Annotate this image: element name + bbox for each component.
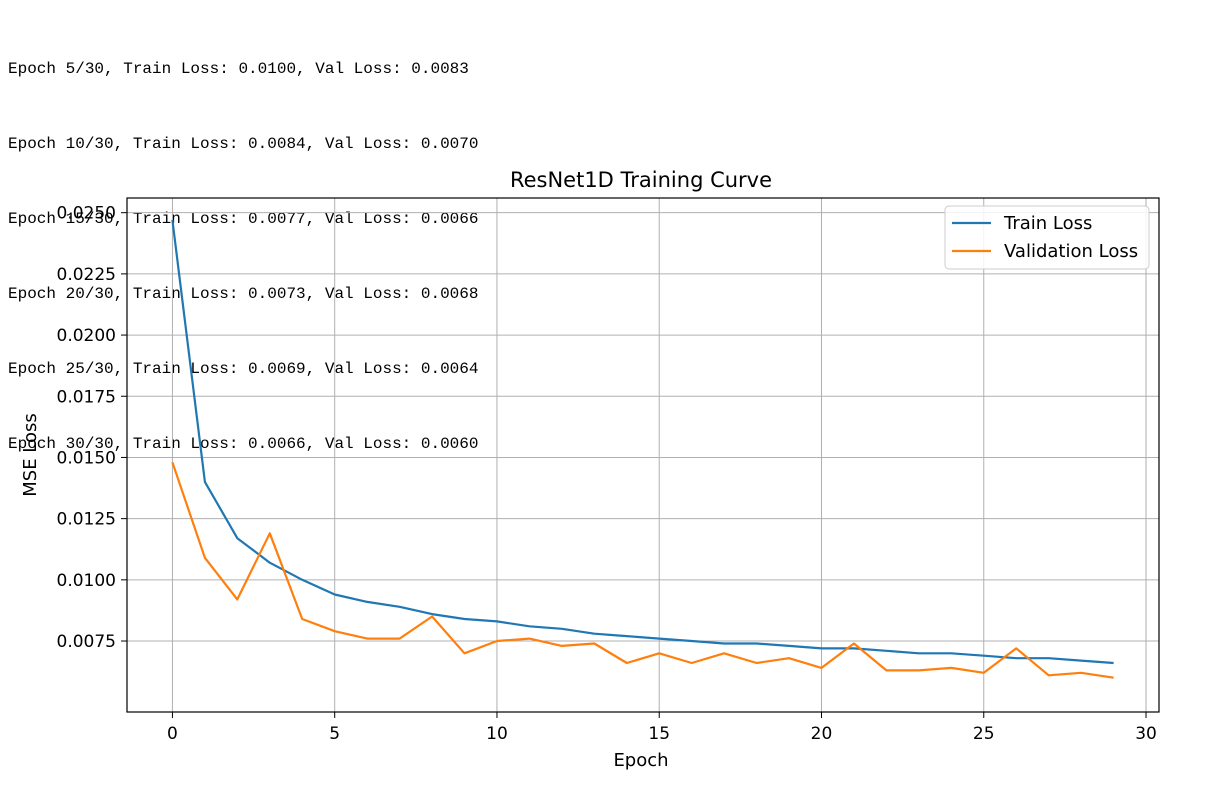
- x-tick-label: 5: [329, 724, 340, 744]
- validation-loss-line: [171, 461, 1114, 679]
- y-tick-label: 0.0225: [57, 265, 116, 285]
- y-tick-label: 0.0250: [57, 204, 116, 224]
- legend-box: [944, 205, 1150, 270]
- train-loss-line: [171, 219, 1114, 665]
- x-tick-label: 25: [973, 724, 995, 744]
- log-line: Epoch 15/30, Train Loss: 0.0077, Val Los…: [8, 210, 479, 228]
- log-line: Epoch 30/30, Train Loss: 0.0066, Val Los…: [8, 435, 479, 453]
- x-axis-ticks: 0 5 10 15 20 25 30: [167, 712, 1157, 744]
- log-line: Epoch 20/30, Train Loss: 0.0073, Val Los…: [8, 285, 479, 303]
- y-tick-label: 0.0175: [57, 387, 116, 407]
- log-line: Epoch 5/30, Train Loss: 0.0100, Val Loss…: [8, 60, 469, 78]
- chart-series: [171, 219, 1114, 679]
- y-tick-label: 0.0075: [57, 632, 116, 652]
- legend-label-train-loss: Train Loss: [1003, 213, 1092, 234]
- x-axis-label: Epoch: [613, 750, 668, 771]
- y-tick-label: 0.0150: [57, 448, 116, 468]
- chart-grid: [127, 198, 1159, 712]
- chart-title: ResNet1D Training Curve: [510, 168, 772, 192]
- x-tick-label: 10: [486, 724, 508, 744]
- x-tick-label: 15: [648, 724, 670, 744]
- x-tick-label: 20: [811, 724, 833, 744]
- y-axis-ticks: 0.0075 0.0100 0.0125 0.0150 0.0175 0.0200 0.02…: [57, 204, 127, 652]
- x-tick-label: 30: [1135, 724, 1157, 744]
- training-log: Epoch 5/30, Train Loss: 0.0100, Val Loss…: [8, 7, 478, 482]
- log-line: Epoch 10/30, Train Loss: 0.0084, Val Los…: [8, 135, 479, 153]
- legend-label-validation-loss: Validation Loss: [1004, 241, 1138, 262]
- log-line: Epoch 25/30, Train Loss: 0.0069, Val Los…: [8, 360, 479, 378]
- plot-frame: [126, 197, 1160, 713]
- y-tick-label: 0.0100: [57, 571, 116, 591]
- y-tick-label: 0.0125: [57, 510, 116, 530]
- chart-legend: Train Loss Validation Loss: [944, 205, 1150, 270]
- x-tick-label: 0: [167, 724, 178, 744]
- y-tick-label: 0.0200: [57, 326, 116, 346]
- y-axis-label: MSE Loss: [20, 413, 41, 497]
